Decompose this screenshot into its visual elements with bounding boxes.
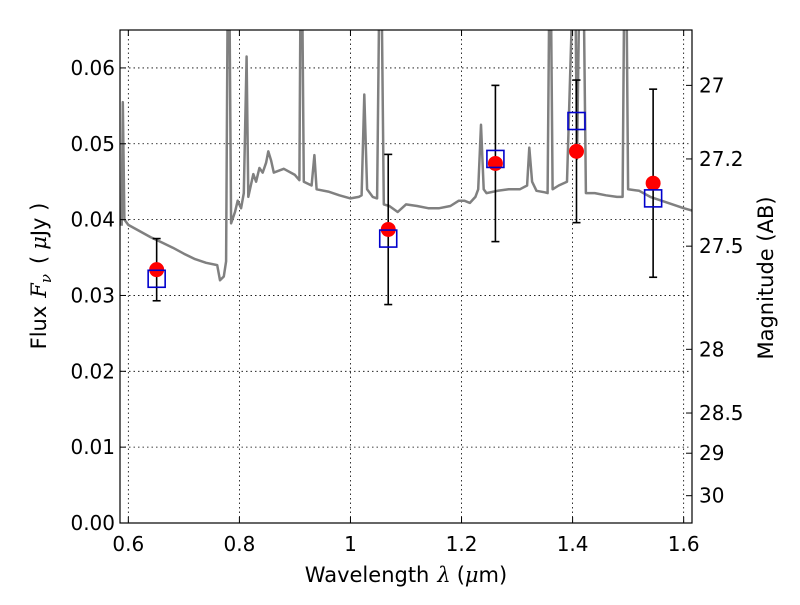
x-axis-label-text: Wavelength: [305, 563, 430, 587]
plot-background: [120, 30, 692, 523]
y-tick-label: 0.05: [70, 132, 115, 156]
x-tick-label: 1: [344, 532, 357, 556]
y-tick-label: 0.02: [70, 359, 115, 383]
x-tick-label: 1.4: [557, 532, 589, 556]
axis-ticks: 0.6 0.8 1 1.2 1.4 1.6 0.00 0.01 0.02 0.03 0.04 0.05…: [70, 30, 744, 556]
y-axis-label-text: Flux: [27, 306, 51, 350]
y2-tick-label: 29: [699, 441, 724, 465]
observed-point: [487, 155, 503, 171]
y2-tick-label: 27.2: [699, 147, 744, 171]
x-tick-label: 0.6: [112, 532, 144, 556]
y-tick-label: 0.04: [70, 208, 115, 232]
model-square: [486, 149, 505, 169]
x-tick-label: 1.2: [446, 532, 478, 556]
observed-point: [568, 143, 584, 159]
x-axis-lambda: λ: [436, 563, 450, 587]
x-tick-label: 1.6: [668, 532, 700, 556]
y-axis-symbol: F: [27, 282, 51, 299]
model-square: [147, 269, 166, 289]
y-tick-label: 0.00: [70, 511, 115, 535]
y-tick-label: 0.06: [70, 56, 115, 80]
y2-tick-label: 27: [699, 73, 724, 97]
model-square: [567, 111, 586, 131]
y-tick-label: 0.03: [70, 283, 115, 307]
y2-tick-label: 27.5: [699, 234, 744, 258]
y-axis-mu: μ: [27, 236, 51, 250]
model-square: [643, 189, 663, 208]
y2-axis-label: Magnitude (AB): [754, 196, 778, 359]
plot-frame: [119, 29, 693, 524]
y-tick-label: 0.01: [70, 435, 115, 459]
x-tick-label: 0.8: [223, 532, 255, 556]
y2-tick-label: 28: [699, 337, 724, 361]
y2-tick-label: 28.5: [699, 401, 744, 425]
spectrum-layer: [120, 30, 692, 282]
x-axis-label: Wavelength λ (μm): [305, 563, 507, 587]
y2-tick-label: 30: [699, 484, 724, 508]
y-axis-label: FluxFν(μJy ): [27, 203, 55, 350]
data-points-layer: [147, 79, 663, 306]
x-axis-mu: μ: [465, 563, 479, 587]
observed-point: [645, 175, 661, 191]
spectrum-line: [120, 30, 692, 282]
y-axis-symbol-subscript: ν: [37, 274, 55, 283]
model-square: [378, 229, 398, 248]
